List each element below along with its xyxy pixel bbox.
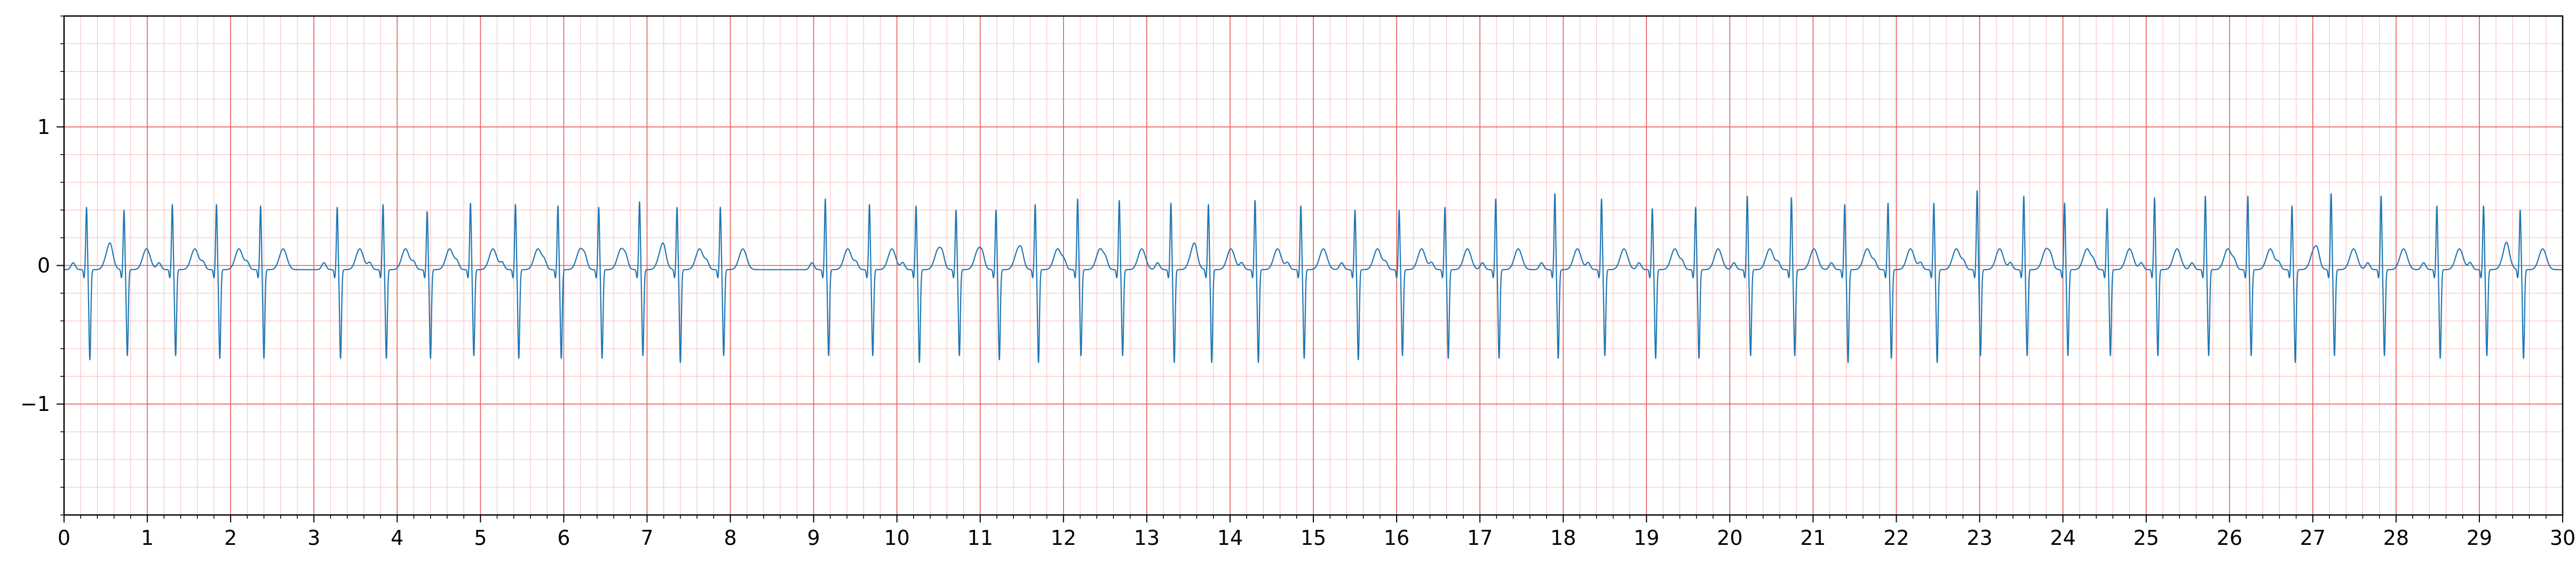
x-tick-label: 13 <box>1134 526 1160 550</box>
y-tick-label: −1 <box>20 392 50 416</box>
x-tick-label: 8 <box>724 526 736 550</box>
y-tick-label: 0 <box>37 254 50 277</box>
ecg-trace <box>64 190 2563 363</box>
y-axis-ticks: 1 0 −1 <box>20 15 64 516</box>
x-tick-label: 30 <box>2550 526 2575 550</box>
x-tick-label: 14 <box>1217 526 1243 550</box>
x-tick-label: 25 <box>2133 526 2159 550</box>
x-tick-label: 15 <box>1301 526 1326 550</box>
x-tick-label: 28 <box>2383 526 2409 550</box>
x-tick-label: 23 <box>1967 526 1992 550</box>
x-tick-label: 12 <box>1051 526 1076 550</box>
x-tick-label: 29 <box>2467 526 2492 550</box>
x-tick-label: 20 <box>1717 526 1742 550</box>
x-axis-ticks: 0 1 2 3 4 5 6 7 8 9 10 11 12 13 14 15 16 17 18 19 20 21 22 23 24… <box>58 515 2575 550</box>
x-tick-label: 6 <box>557 526 570 550</box>
x-tick-label: 9 <box>807 526 820 550</box>
x-tick-label: 22 <box>1883 526 1909 550</box>
x-tick-label: 11 <box>968 526 993 550</box>
x-tick-label: 7 <box>640 526 653 550</box>
x-tick-label: 18 <box>1550 526 1576 550</box>
x-tick-label: 16 <box>1384 526 1409 550</box>
x-tick-label: 3 <box>307 526 320 550</box>
x-tick-label: 0 <box>58 526 70 550</box>
x-tick-label: 19 <box>1634 526 1659 550</box>
x-tick-label: 21 <box>1800 526 1826 550</box>
x-tick-label: 5 <box>474 526 487 550</box>
x-tick-label: 24 <box>2050 526 2075 550</box>
y-tick-label: 1 <box>37 115 50 139</box>
x-tick-label: 17 <box>1467 526 1493 550</box>
x-tick-label: 10 <box>884 526 909 550</box>
x-tick-label: 26 <box>2217 526 2242 550</box>
x-tick-label: 4 <box>391 526 403 550</box>
x-tick-label: 27 <box>2300 526 2326 550</box>
x-tick-label: 2 <box>224 526 237 550</box>
x-tick-label: 1 <box>141 526 154 550</box>
